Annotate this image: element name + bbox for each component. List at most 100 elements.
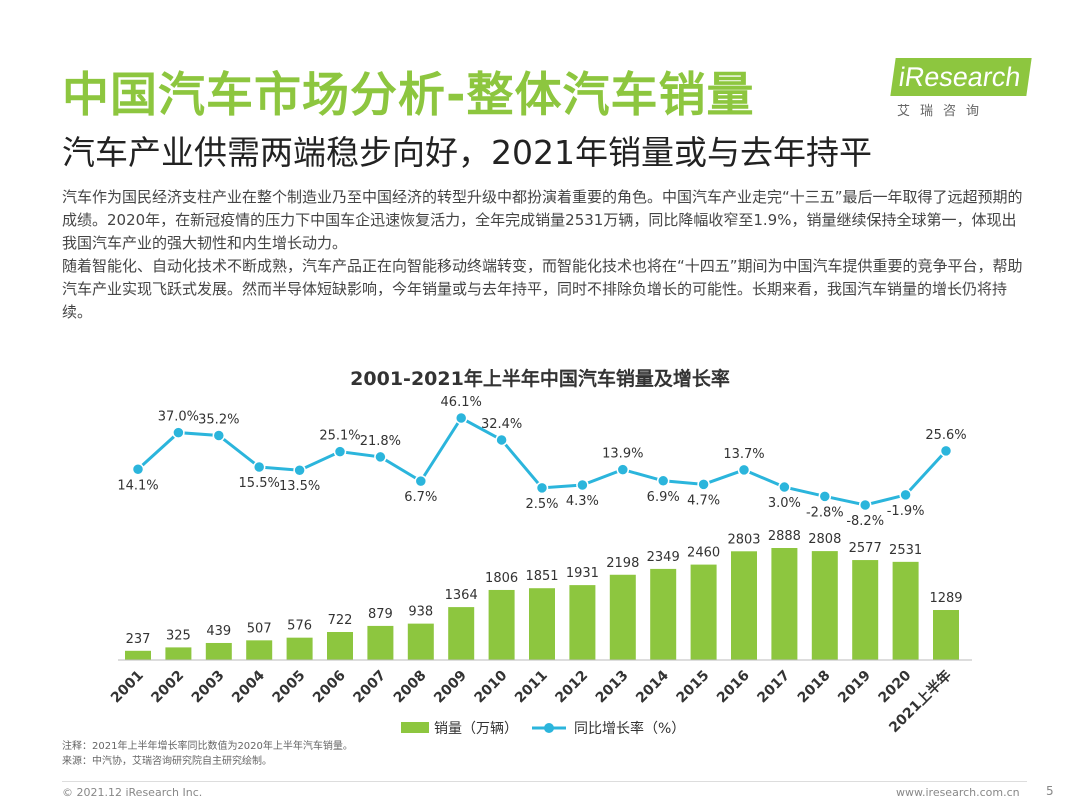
- bar-2019: [852, 560, 879, 660]
- bar-2001: [125, 650, 151, 660]
- x-tick-2017: 2017: [754, 668, 793, 707]
- x-tick-2016: 2016: [714, 668, 753, 707]
- rate-point-2005: [293, 463, 306, 477]
- rate-label-2017: 3.0%: [768, 496, 801, 511]
- rate-label-2005: 13.5%: [279, 479, 320, 494]
- bar-2016: [731, 551, 757, 660]
- bar-label-2018: 2808: [808, 532, 841, 547]
- rate-point-2009: [454, 411, 468, 425]
- bar-label-2006: 722: [328, 613, 353, 628]
- rate-point-2002: [172, 426, 185, 439]
- x-tick-2003: 2003: [189, 668, 228, 707]
- bar-2010: [488, 589, 515, 660]
- rate-point-2018: [818, 490, 832, 503]
- bar-label-2012: 1931: [566, 566, 599, 581]
- bar-2021上半年: [933, 610, 959, 660]
- iresearch-logo: iResearch 艾瑞咨询: [890, 56, 1033, 126]
- bar-label-2001: 237: [126, 632, 151, 647]
- bar-label-2017: 2888: [768, 529, 801, 544]
- x-tick-2013: 2013: [593, 668, 632, 707]
- bar-2020: [892, 561, 919, 660]
- bar-2012: [569, 585, 596, 660]
- rate-label-2016: 13.7%: [723, 447, 764, 462]
- bar-2004: [246, 640, 273, 660]
- x-tick-2007: 2007: [350, 668, 389, 707]
- bar-label-2020: 2531: [889, 543, 922, 558]
- bar-2018: [811, 551, 838, 660]
- rate-point-2008: [414, 474, 428, 488]
- rate-point-2007: [374, 450, 387, 464]
- bar-label-2014: 2349: [647, 550, 680, 565]
- bar-label-2009: 1364: [445, 588, 478, 603]
- bar-2003: [205, 642, 232, 660]
- page-subtitle: 汽车产业供需两端稳步向好，2021年销量或与去年持平: [62, 133, 872, 172]
- footer-website[interactable]: www.iresearch.com.cn: [896, 786, 1020, 799]
- bar-2013: [609, 574, 636, 660]
- rate-point-2021上半年: [939, 444, 953, 458]
- rate-point-2019: [858, 498, 872, 512]
- chart-notes: 注释：2021年上半年增长率同比数值为2020年上半年汽车销量。 来源：中汽协，…: [62, 739, 353, 769]
- body-paragraph-2: 随着智能化、自动化技术不断成熟，汽车产品正在向智能移动终端转变，而智能化技术也将…: [62, 257, 1023, 321]
- bar-label-2007: 879: [368, 607, 393, 622]
- x-tick-2006: 2006: [310, 668, 349, 707]
- rate-label-2009: 46.1%: [441, 395, 482, 410]
- rate-point-2001: [131, 463, 145, 476]
- bar-2014: [650, 568, 677, 660]
- legend-line-label: 同比增长率（%）: [574, 720, 685, 737]
- rate-point-2016: [737, 463, 751, 477]
- x-tick-2010: 2010: [472, 667, 511, 706]
- rate-label-2007: 21.8%: [360, 434, 401, 449]
- footer-copyright: © 2021.12 iResearch Inc.: [62, 786, 203, 799]
- body-text: 汽车作为国民经济支柱产业在整个制造业乃至中国经济的转型升级中都扮演着重要的角色。…: [62, 186, 1027, 324]
- x-tick-2008: 2008: [391, 668, 430, 707]
- rate-point-2015: [697, 478, 710, 491]
- bar-label-2021上半年: 1289: [929, 591, 962, 606]
- bar-label-2011: 1851: [525, 569, 558, 584]
- rate-label-2006: 25.1%: [319, 429, 360, 444]
- rate-label-2013: 13.9%: [602, 447, 643, 462]
- x-tick-2014: 2014: [633, 667, 672, 706]
- rate-label-2001: 14.1%: [117, 478, 158, 493]
- legend-line-marker: [544, 723, 554, 733]
- rate-point-2012: [576, 478, 589, 492]
- rate-point-2003: [212, 429, 226, 442]
- x-tick-2018: 2018: [795, 668, 834, 707]
- bar-label-2015: 2460: [687, 546, 720, 561]
- bar-label-2003: 439: [206, 624, 231, 639]
- bar-label-2008: 938: [408, 605, 433, 620]
- source-text: 来源：中汽协，艾瑞咨询研究院自主研究绘制。: [62, 756, 272, 767]
- rate-point-2017: [778, 480, 791, 494]
- x-tick-2012: 2012: [552, 668, 591, 707]
- rate-label-2012: 4.3%: [566, 494, 599, 509]
- bar-2009: [448, 607, 475, 660]
- x-tick-2019: 2019: [835, 668, 874, 707]
- rate-label-2019: -8.2%: [846, 514, 884, 529]
- rate-label-2011: 2.5%: [525, 497, 558, 512]
- bar-2015: [690, 564, 717, 660]
- bar-label-2002: 325: [166, 628, 191, 643]
- rate-label-2008: 6.7%: [404, 490, 437, 505]
- bar-label-2010: 1806: [485, 571, 518, 586]
- rate-label-2014: 6.9%: [647, 490, 680, 505]
- footer-divider: [62, 781, 1027, 782]
- x-tick-2015: 2015: [674, 668, 713, 707]
- x-tick-2009: 2009: [431, 668, 470, 707]
- legend-bar-swatch: [401, 722, 429, 733]
- bar-2008: [407, 623, 434, 660]
- rate-point-2013: [616, 463, 630, 476]
- legend-bar-label: 销量（万辆）: [434, 721, 518, 737]
- rate-label-2020: -1.9%: [887, 504, 925, 519]
- bar-label-2016: 2803: [727, 532, 760, 547]
- bar-2011: [529, 588, 555, 660]
- x-tick-2011: 2011: [512, 668, 551, 707]
- rate-point-2014: [656, 474, 670, 488]
- logo-subtext: 艾瑞咨询: [897, 104, 990, 119]
- bar-label-2013: 2198: [606, 556, 639, 571]
- x-tick-2002: 2002: [148, 668, 187, 707]
- bar-2006: [327, 632, 353, 660]
- page-title: 中国汽车市场分析-整体汽车销量: [62, 68, 755, 123]
- bar-2017: [771, 548, 798, 660]
- rate-label-2018: -2.8%: [806, 505, 844, 520]
- bar-2005: [286, 637, 313, 660]
